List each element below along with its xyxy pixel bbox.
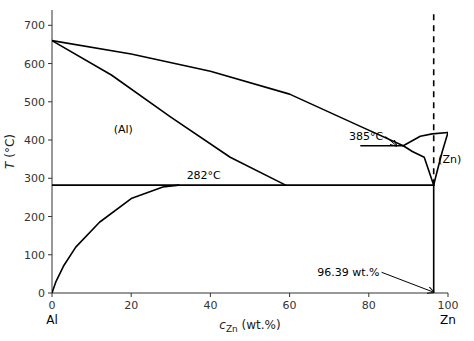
y-tick-label: 400: [24, 134, 45, 147]
y-tick: [48, 63, 52, 64]
x-tick: [448, 293, 449, 297]
x-tick-label: 60: [283, 299, 297, 312]
x-tick: [289, 293, 290, 297]
y-axis-line: [52, 10, 53, 293]
x-tick-label: 0: [49, 299, 56, 312]
x-tick: [52, 293, 53, 297]
y-tick-label: 0: [38, 287, 45, 300]
x-tick: [368, 293, 369, 297]
phase-boundary: [433, 185, 435, 293]
annotation: Zn: [440, 313, 456, 327]
x-axis-label: cZn (wt.%): [219, 318, 280, 334]
annotation: Al: [46, 313, 58, 327]
plot-lines: [52, 10, 448, 293]
x-tick-label: 40: [203, 299, 217, 312]
annotation: 385°C: [349, 130, 383, 143]
y-tick: [48, 140, 52, 141]
phase-boundary: [361, 145, 403, 147]
y-tick: [48, 254, 52, 255]
phase-boundary: [52, 41, 403, 146]
y-tick-label: 100: [24, 249, 45, 262]
y-axis-label: T (°C): [3, 134, 17, 169]
y-tick-label: 500: [24, 96, 45, 109]
x-tick: [210, 293, 211, 297]
y-tick-label: 700: [24, 19, 45, 32]
x-tick-label: 100: [438, 299, 459, 312]
annotation: 282°C: [187, 169, 221, 182]
y-tick: [48, 101, 52, 102]
x-axis-line: [52, 293, 448, 294]
chart: 0 20 40 60 80 100 0 100 200 300 400 500 600 700 cZn (w…: [0, 0, 474, 341]
y-tick: [48, 216, 52, 217]
annotation-arrow: [382, 272, 434, 292]
phase-boundary: [433, 10, 435, 185]
y-tick-label: 200: [24, 211, 45, 224]
phase-boundary: [403, 133, 448, 146]
x-tick-label: 20: [124, 299, 138, 312]
y-tick-label: 300: [24, 172, 45, 185]
phase-boundary: [52, 185, 179, 293]
phase-boundary: [52, 41, 286, 186]
phase-boundary: [403, 146, 433, 185]
phase-boundary: [52, 184, 434, 186]
y-tick: [48, 25, 52, 26]
annotation-arrow: [385, 137, 396, 146]
annotation: 96.39 wt.%: [317, 266, 379, 279]
y-tick: [48, 293, 52, 294]
x-tick-label: 80: [362, 299, 376, 312]
y-tick: [48, 178, 52, 179]
x-tick: [131, 293, 132, 297]
annotation: (Al): [114, 123, 133, 136]
y-tick-label: 600: [24, 58, 45, 71]
annotation: (Zn): [438, 153, 461, 166]
